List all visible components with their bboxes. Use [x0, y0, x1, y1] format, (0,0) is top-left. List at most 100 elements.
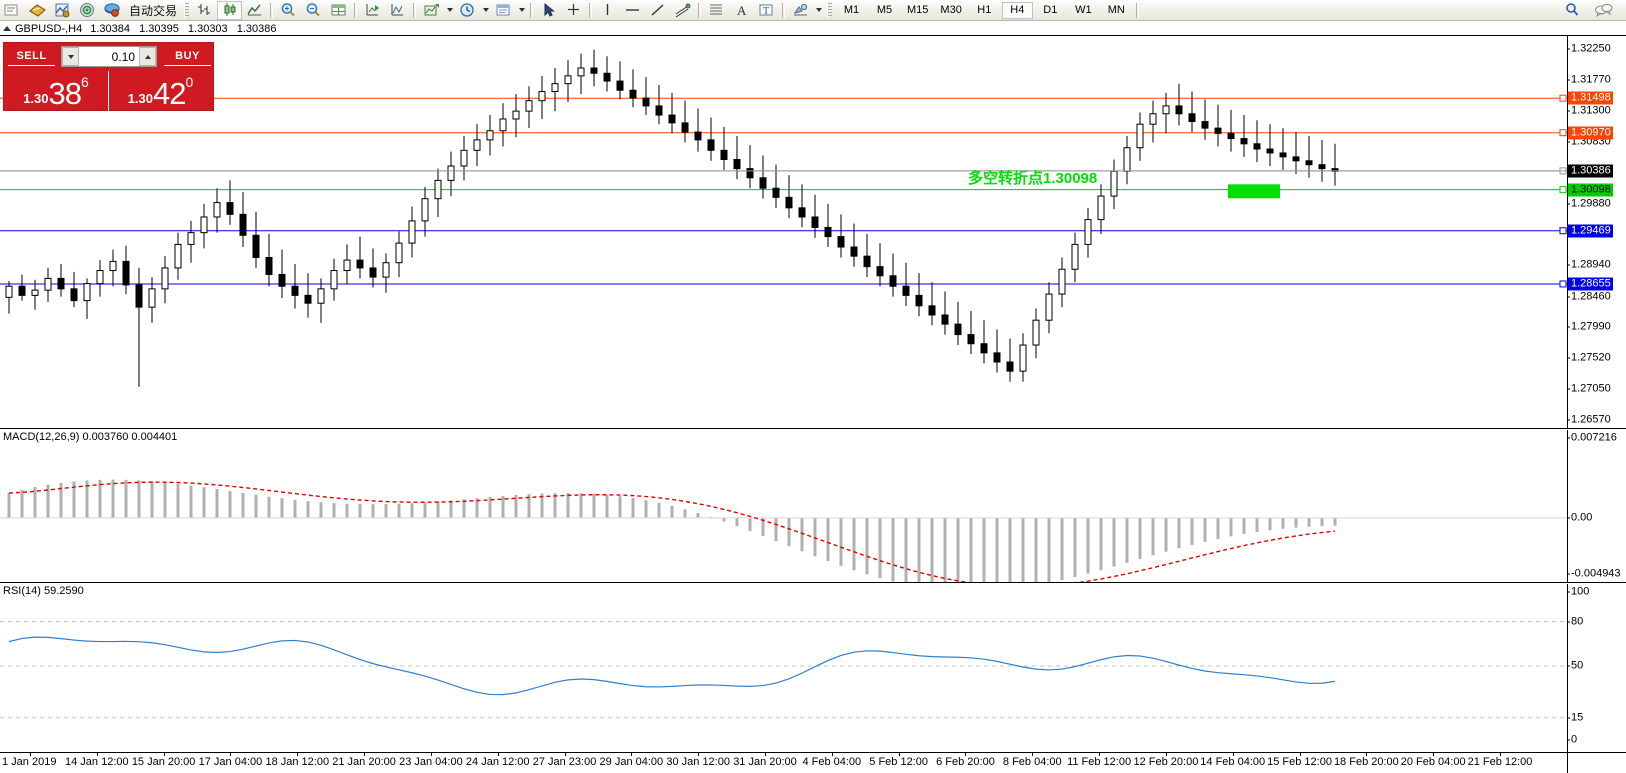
metaeditor-icon[interactable] [25, 1, 50, 20]
bar-chart-icon[interactable] [192, 1, 217, 20]
rsi-tick: 100 [1566, 585, 1590, 598]
vps-icon[interactable] [100, 1, 125, 20]
ohlc-close: 1.30386 [236, 22, 277, 35]
pane-divider-2 [0, 582, 1626, 583]
time-label: 29 Jan 04:00 [599, 756, 664, 768]
one-click-trading-panel[interactable]: SELL 0.10 BUY 1.30 38 6 1.30 42 0 [3, 42, 214, 111]
candlestick-chart [0, 49, 1567, 387]
horizontal-line-icon[interactable] [620, 1, 645, 20]
timeframe-w1[interactable]: W1 [1075, 4, 1092, 16]
new-order-icon[interactable] [0, 1, 25, 20]
periods-dropdown-icon[interactable] [480, 1, 491, 20]
crosshair-icon[interactable] [561, 1, 586, 20]
chat-icon[interactable] [1591, 1, 1616, 20]
autotrading-label[interactable]: 自动交易 [129, 3, 178, 18]
rsi-axis[interactable]: 100 80 50 15 0 [1566, 584, 1626, 752]
time-label: 20 Feb 04:00 [1400, 756, 1466, 768]
timeframe-mn[interactable]: MN [1107, 4, 1125, 16]
timeframe-d1[interactable]: D1 [1043, 4, 1058, 16]
sell-button[interactable]: SELL [8, 47, 55, 66]
text-icon[interactable]: A [729, 1, 754, 20]
timeframe-m5[interactable]: M5 [876, 4, 893, 16]
time-label: 14 Feb 04:00 [1200, 756, 1266, 768]
periods-icon[interactable] [455, 1, 480, 20]
time-tick [163, 753, 165, 756]
templates-icon[interactable] [491, 1, 516, 20]
time-axis[interactable]: 1 Jan 2019 14 Jan 12:00 15 Jan 20:00 17 Jan… [0, 752, 1626, 773]
price-level-badge[interactable]: 1.30098 [1568, 183, 1613, 197]
price-plot-area[interactable]: 多空转折点1.30098 [0, 36, 1567, 428]
chart-container[interactable]: 多空转折点1.30098 1.32250 1.31770 1.31300 1.3083… [0, 35, 1626, 752]
volume-increase-icon[interactable] [139, 47, 156, 66]
volume-stepper[interactable]: 0.10 [61, 46, 157, 67]
price-pane[interactable]: 多空转折点1.30098 1.32250 1.31770 1.31300 1.3083… [0, 36, 1626, 428]
price-level-badge[interactable]: 1.31498 [1568, 91, 1613, 105]
price-level-badge[interactable]: 1.28655 [1568, 277, 1613, 291]
buy-price-display[interactable]: 1.30 42 0 [108, 71, 213, 111]
chart-shift-icon[interactable] [385, 1, 410, 20]
time-tick [30, 753, 31, 756]
fibonacci-icon[interactable] [704, 1, 729, 20]
rsi-tick: 50 [1566, 659, 1584, 672]
svg-text:A: A [737, 3, 747, 18]
price-level-badge[interactable]: 1.30386 [1568, 164, 1613, 178]
macd-plot-area[interactable] [0, 430, 1567, 582]
indicators-icon[interactable] [419, 1, 444, 20]
price-axis[interactable]: 1.32250 1.31770 1.31300 1.30830 1.29880 1.294… [1567, 36, 1626, 428]
sell-price-fraction: 6 [81, 74, 89, 90]
time-label: 5 Feb 12:00 [869, 756, 928, 768]
toolbar-grip-timeframes[interactable] [827, 2, 833, 18]
timeframe-h4[interactable]: H4 [1001, 1, 1033, 19]
market-icon[interactable] [75, 1, 100, 20]
objects-icon[interactable] [788, 1, 813, 20]
cursor-icon[interactable] [536, 1, 561, 20]
timeframe-m15[interactable]: M15 [907, 4, 929, 16]
volume-value[interactable]: 0.10 [111, 49, 135, 64]
zoom-out-icon[interactable] [301, 1, 326, 20]
macd-pane[interactable]: MACD(12,26,9) 0.003760 0.004401 0.007216… [0, 430, 1626, 582]
timeframe-m1[interactable]: M1 [843, 4, 860, 16]
pane-divider-1 [0, 428, 1626, 429]
buy-button[interactable]: BUY [164, 47, 211, 66]
templates-dropdown-icon[interactable] [516, 1, 527, 20]
toolbar-separator-3 [413, 2, 417, 18]
symbol-label: GBPUSD-,H4 [15, 22, 83, 35]
equidistant-channel-icon[interactable] [670, 1, 695, 20]
label-icon[interactable]: T [754, 1, 779, 20]
line-chart-icon[interactable] [242, 1, 267, 20]
rsi-tick: 80 [1566, 615, 1584, 628]
signals-icon[interactable] [50, 1, 75, 20]
toolbar-grip-chart[interactable] [184, 2, 190, 18]
volume-decrease-icon[interactable] [62, 47, 79, 66]
candlestick-chart-icon[interactable] [217, 0, 243, 20]
zoom-in-icon[interactable] [276, 1, 301, 20]
vertical-line-icon[interactable] [595, 1, 620, 20]
price-tick: 1.27050 [1567, 382, 1611, 395]
time-tick [96, 753, 98, 756]
time-tick [1099, 753, 1101, 756]
macd-indicator [0, 479, 1567, 582]
objects-dropdown-icon[interactable] [813, 1, 824, 20]
autoscroll-icon[interactable] [360, 1, 385, 20]
timeframe-h1[interactable]: H1 [977, 4, 992, 16]
price-level-badge[interactable]: 1.29469 [1568, 224, 1613, 238]
price-tick: 1.31300 [1567, 104, 1611, 117]
macd-axis[interactable]: 0.007216 0.00 -0.004943 [1566, 430, 1626, 582]
data-window-icon[interactable] [326, 1, 351, 20]
indicators-dropdown-icon[interactable] [444, 1, 455, 20]
rsi-pane[interactable]: RSI(14) 59.2590 100 80 50 15 0 [0, 584, 1626, 752]
trendline-icon[interactable] [645, 1, 670, 20]
macd-label: MACD(12,26,9) 0.003760 0.004401 [3, 431, 178, 443]
sell-price-display[interactable]: 1.30 38 6 [4, 71, 109, 111]
toolbar-separator-6 [698, 2, 702, 18]
buy-price-prefix: 1.30 [127, 91, 154, 106]
price-level-badge[interactable]: 1.30970 [1568, 126, 1613, 140]
rsi-plot-area[interactable] [0, 584, 1567, 752]
search-icon[interactable] [1560, 1, 1585, 20]
time-label: 24 Jan 12:00 [465, 756, 530, 768]
collapse-triangle-icon[interactable] [3, 26, 11, 31]
time-label: 12 Feb 20:00 [1133, 756, 1199, 768]
time-label: 21 Feb 12:00 [1467, 756, 1533, 768]
timeframe-m30[interactable]: M30 [940, 4, 962, 16]
